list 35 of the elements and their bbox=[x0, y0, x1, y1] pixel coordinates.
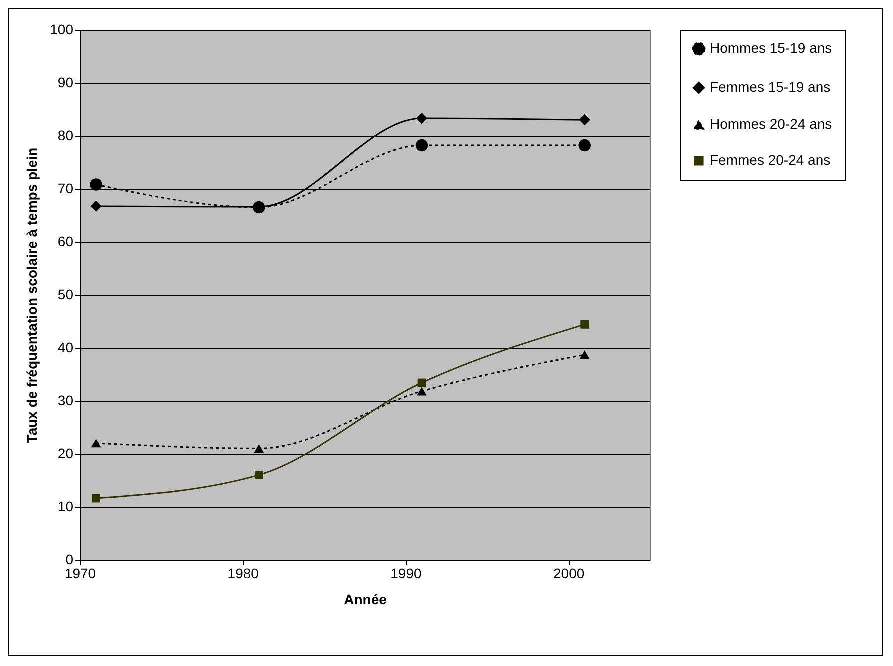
legend-label: Hommes 20-24 ans bbox=[710, 116, 832, 132]
point bbox=[416, 139, 428, 152]
x-tick-label: 1980 bbox=[228, 566, 260, 582]
point bbox=[90, 200, 102, 212]
point bbox=[418, 378, 426, 388]
y-tick-label: 50 bbox=[58, 286, 74, 302]
point bbox=[254, 471, 264, 480]
point bbox=[579, 114, 590, 126]
legend-label: Hommes 15-19 ans bbox=[710, 40, 832, 56]
x-tick-label: 1970 bbox=[64, 566, 96, 582]
y-tick-label: 90 bbox=[58, 74, 74, 90]
y-tick-label: 0 bbox=[66, 552, 74, 568]
legend-label: Femmes 20-24 ans bbox=[710, 152, 831, 168]
point bbox=[254, 444, 264, 453]
x-tick-label: 1990 bbox=[390, 566, 422, 582]
legend-label: Femmes 15-19 ans bbox=[710, 79, 831, 95]
y-tick-label: 40 bbox=[58, 340, 74, 356]
point bbox=[90, 178, 102, 191]
point bbox=[580, 320, 590, 329]
y-axis-title: Taux de fréquentation scolaire à temps plein bbox=[24, 148, 40, 444]
y-tick-label: 20 bbox=[58, 446, 74, 462]
point bbox=[578, 139, 591, 152]
point bbox=[417, 387, 427, 396]
point bbox=[416, 112, 428, 124]
y-tick-label: 100 bbox=[50, 22, 74, 38]
x-tick-label: 2000 bbox=[553, 566, 585, 582]
y-tick-label: 10 bbox=[58, 498, 74, 514]
y-tick-label: 60 bbox=[58, 234, 74, 250]
x-axis-title: Année bbox=[344, 592, 388, 608]
y-tick-label: 80 bbox=[58, 128, 74, 144]
point bbox=[580, 350, 590, 360]
y-tick-label: 30 bbox=[58, 392, 74, 408]
point bbox=[92, 494, 100, 503]
point bbox=[91, 439, 102, 448]
y-tick-label: 70 bbox=[58, 180, 74, 196]
